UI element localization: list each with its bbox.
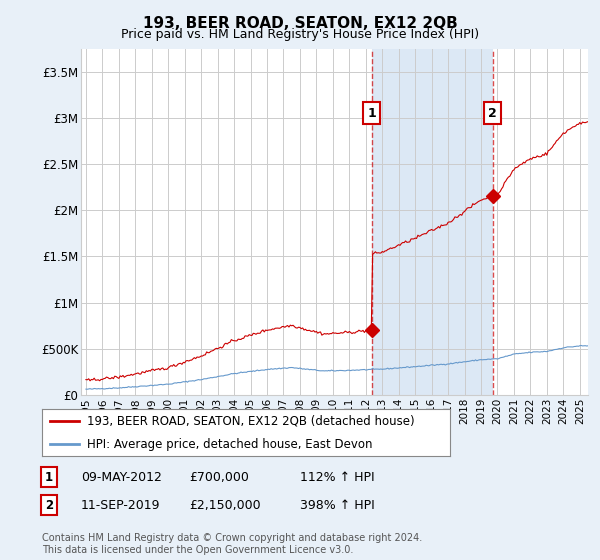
Text: 193, BEER ROAD, SEATON, EX12 2QB: 193, BEER ROAD, SEATON, EX12 2QB — [143, 16, 457, 31]
Text: 11-SEP-2019: 11-SEP-2019 — [81, 498, 161, 512]
Text: Price paid vs. HM Land Registry's House Price Index (HPI): Price paid vs. HM Land Registry's House … — [121, 28, 479, 41]
Text: £700,000: £700,000 — [189, 470, 249, 484]
Text: 1: 1 — [367, 107, 376, 120]
Bar — [372, 49, 493, 395]
Text: 1: 1 — [45, 470, 53, 484]
Text: 112% ↑ HPI: 112% ↑ HPI — [300, 470, 374, 484]
Text: 2: 2 — [488, 107, 497, 120]
Text: 193, BEER ROAD, SEATON, EX12 2QB (detached house): 193, BEER ROAD, SEATON, EX12 2QB (detach… — [87, 414, 415, 428]
Text: HPI: Average price, detached house, East Devon: HPI: Average price, detached house, East… — [87, 437, 373, 451]
Text: 398% ↑ HPI: 398% ↑ HPI — [300, 498, 375, 512]
Text: 2: 2 — [45, 498, 53, 512]
Text: £2,150,000: £2,150,000 — [189, 498, 260, 512]
Text: 09-MAY-2012: 09-MAY-2012 — [81, 470, 162, 484]
Text: Contains HM Land Registry data © Crown copyright and database right 2024.
This d: Contains HM Land Registry data © Crown c… — [42, 533, 422, 555]
